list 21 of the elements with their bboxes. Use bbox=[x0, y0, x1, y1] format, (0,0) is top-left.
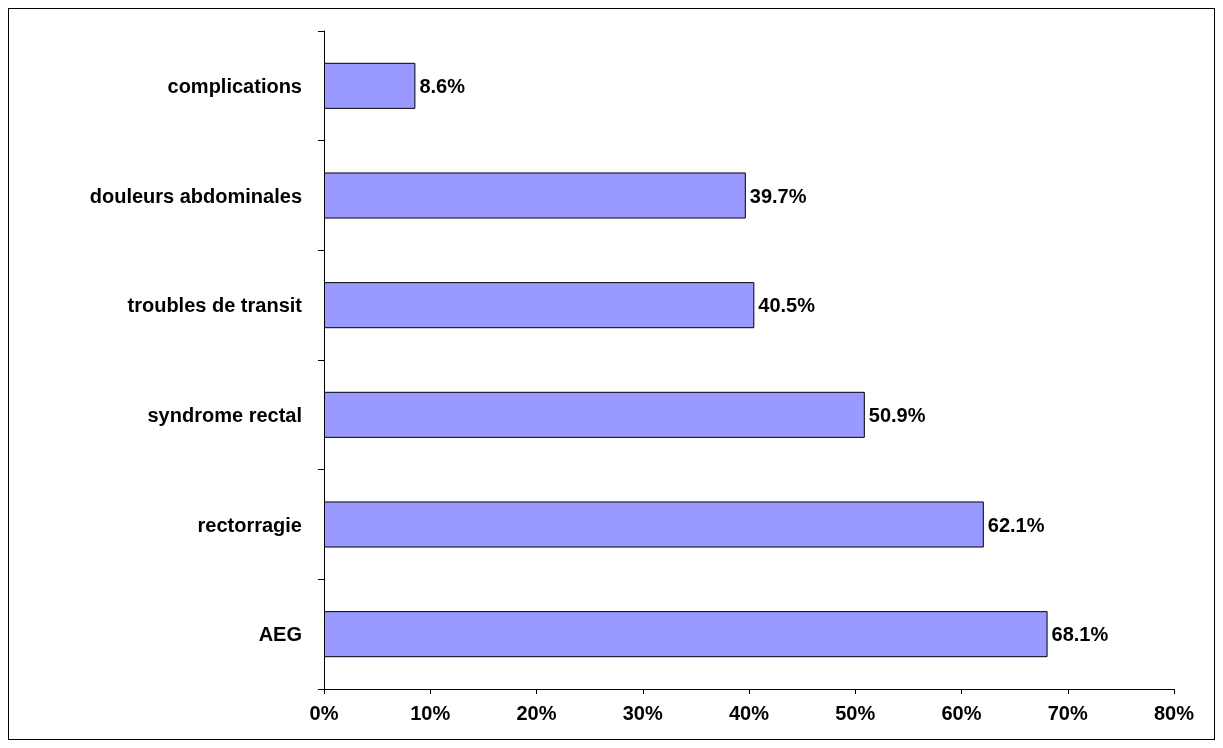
x-tick-label: 80% bbox=[1153, 702, 1195, 724]
data-label: 39.7% bbox=[749, 184, 807, 207]
x-tick-label: 70% bbox=[1047, 702, 1088, 724]
x-tick-label: 50% bbox=[835, 702, 876, 724]
data-label: 62.1% bbox=[987, 513, 1045, 536]
data-label: 50.9% bbox=[868, 403, 926, 426]
data-label: 68.1% bbox=[1051, 623, 1109, 646]
x-tick-label: 30% bbox=[622, 702, 663, 724]
x-tick-label: 0% bbox=[309, 702, 339, 724]
x-tick-label: 60% bbox=[941, 702, 982, 724]
x-tick-label: 20% bbox=[516, 702, 557, 724]
data-label: 40.5% bbox=[758, 294, 816, 317]
y-tick-label: douleurs abdominales bbox=[89, 184, 302, 207]
y-tick-label: troubles de transit bbox=[127, 294, 303, 317]
x-tick-label: 40% bbox=[728, 702, 770, 724]
x-tick-label: 10% bbox=[410, 702, 451, 724]
data-label: 8.6% bbox=[419, 74, 466, 97]
y-tick-label: rectorragie bbox=[197, 513, 302, 536]
y-tick-label: complications bbox=[167, 74, 302, 97]
y-tick-label: AEG bbox=[258, 623, 302, 646]
y-tick-label: syndrome rectal bbox=[147, 403, 302, 426]
